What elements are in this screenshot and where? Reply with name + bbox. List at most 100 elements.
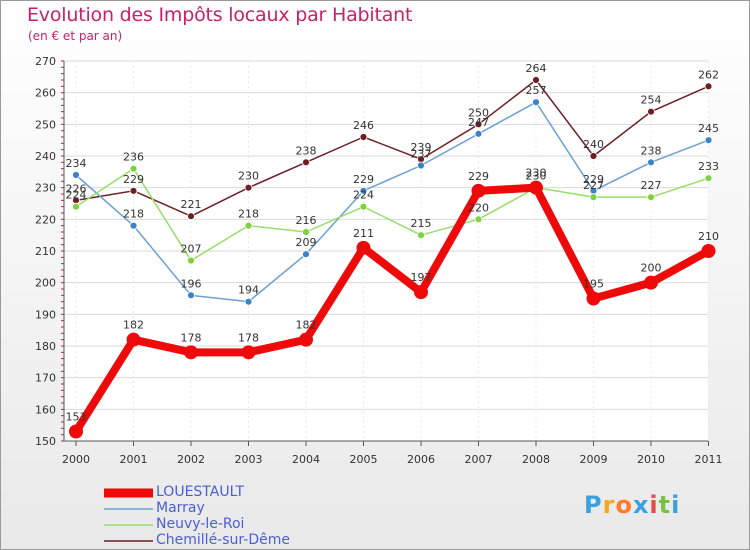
data-point-neuvy-le-roi [187, 256, 195, 265]
data-label-marray: 245 [698, 122, 719, 135]
data-point-neuvy-le-roi [647, 193, 655, 202]
x-tick-label: 2006 [407, 453, 435, 466]
data-label-neuvy-le-roi: 236 [123, 151, 144, 164]
y-tick-label: 200 [35, 277, 56, 290]
data-label-marray: 194 [238, 284, 259, 297]
data-label-neuvy-le-roi: 230 [526, 170, 547, 183]
data-point-marray [359, 186, 368, 195]
data-point-chemille-sur-deme [474, 120, 483, 129]
data-label-chemille-sur-deme: 240 [583, 138, 604, 151]
data-point-chemille-sur-deme [359, 133, 368, 141]
data-point-chemille-sur-deme [532, 76, 540, 84]
data-label-chemille-sur-deme: 238 [296, 144, 317, 157]
data-point-chemille-sur-deme [589, 152, 598, 160]
data-label-louestault: 200 [641, 262, 662, 275]
x-tick-label: 2000 [62, 453, 90, 466]
y-tick-label: 170 [35, 372, 56, 385]
data-label-louestault: 195 [583, 278, 604, 291]
data-label-louestault: 211 [353, 227, 374, 240]
x-tick-label: 2009 [580, 453, 608, 466]
y-tick-label: 240 [35, 150, 56, 163]
chart-subtitle: (en € et par an) [28, 29, 123, 43]
data-point-neuvy-le-roi [72, 202, 80, 211]
series-line-marray [75, 101, 710, 303]
data-point-marray [72, 171, 80, 179]
logo-letter: t [658, 491, 672, 519]
y-tick-label: 210 [35, 245, 56, 258]
chart-title: Evolution des Impôts locaux par Habitant [27, 4, 413, 26]
data-point-louestault [471, 183, 486, 198]
data-label-neuvy-le-roi: 233 [698, 160, 719, 173]
data-label-chemille-sur-deme: 226 [66, 182, 87, 195]
data-label-louestault: 153 [66, 411, 87, 424]
data-label-marray: 238 [641, 144, 662, 157]
data-label-marray: 234 [66, 157, 87, 170]
x-tick-label: 2011 [695, 453, 723, 466]
data-point-neuvy-le-roi [704, 174, 713, 183]
data-label-chemille-sur-deme: 254 [641, 94, 662, 107]
x-tick-label: 2010 [637, 453, 665, 466]
proxiti-logo: Proxiti [584, 491, 680, 519]
data-point-marray [532, 98, 540, 107]
legend-label-chemille-sur-deme: Chemillé-sur-Dême [156, 532, 290, 548]
data-point-marray [704, 136, 713, 145]
data-point-marray [129, 221, 138, 230]
data-label-neuvy-le-roi: 218 [238, 208, 259, 221]
data-label-neuvy-le-roi: 224 [66, 189, 87, 202]
data-point-louestault [529, 180, 543, 195]
data-point-neuvy-le-roi [589, 193, 598, 202]
data-point-louestault [356, 240, 371, 255]
data-point-neuvy-le-roi [302, 228, 310, 236]
data-label-neuvy-le-roi: 224 [353, 189, 374, 202]
x-tick-label: 2008 [522, 453, 550, 466]
data-label-chemille-sur-deme: 230 [238, 170, 259, 183]
y-tick-label: 220 [35, 213, 56, 226]
data-label-neuvy-le-roi: 227 [583, 179, 604, 192]
legend-label-marray: Marray [156, 500, 205, 516]
data-label-marray: 229 [583, 173, 604, 186]
legend-label-neuvy-le-roi: Neuvy-le-Roi [156, 516, 245, 532]
logo-letter: x [632, 491, 650, 519]
legend-label-louestault: LOUESTAULT [156, 484, 245, 500]
data-point-louestault [644, 275, 658, 290]
data-point-marray [302, 250, 310, 259]
data-label-louestault: 229 [468, 170, 489, 183]
data-label-marray: 218 [123, 208, 144, 221]
x-tick-label: 2004 [292, 453, 320, 466]
y-tick-label: 250 [35, 118, 56, 131]
data-label-louestault: 182 [296, 319, 317, 332]
data-labels: 226 229 221 230 238 246 239 250 264 240 254 262 234 2… [66, 62, 720, 424]
y-tick-label: 150 [35, 435, 56, 448]
data-label-chemille-sur-deme: 264 [526, 62, 547, 75]
y-tick-label: 180 [35, 340, 56, 353]
data-point-louestault [184, 345, 198, 360]
data-label-marray: 229 [353, 173, 374, 186]
data-point-neuvy-le-roi [417, 231, 425, 240]
logo-letter: i [649, 491, 659, 519]
grid-lines [64, 60, 709, 442]
data-point-louestault [241, 345, 256, 360]
data-label-louestault: 182 [123, 319, 144, 332]
data-label-chemille-sur-deme: 262 [698, 68, 719, 81]
data-point-marray [474, 129, 483, 138]
data-label-neuvy-le-roi: 227 [641, 179, 662, 192]
data-point-chemille-sur-deme [244, 183, 253, 192]
data-label-marray: 247 [468, 116, 489, 129]
data-point-louestault [701, 244, 716, 258]
y-tick-label: 190 [35, 308, 56, 321]
data-point-louestault [69, 424, 83, 439]
logo-letter: r [602, 491, 616, 519]
x-tick-label: 2001 [120, 453, 148, 466]
y-tick-label: 160 [35, 403, 56, 416]
data-label-marray: 237 [411, 148, 432, 161]
data-label-chemille-sur-deme: 239 [411, 141, 432, 154]
data-label-louestault: 197 [411, 271, 432, 284]
data-point-neuvy-le-roi [244, 221, 253, 230]
data-point-marray [417, 161, 425, 170]
x-tick-label: 2005 [350, 453, 378, 466]
y-tick-label: 260 [35, 87, 56, 100]
data-point-marray [244, 297, 253, 306]
data-point-louestault [586, 291, 601, 306]
data-label-marray: 209 [296, 236, 317, 249]
